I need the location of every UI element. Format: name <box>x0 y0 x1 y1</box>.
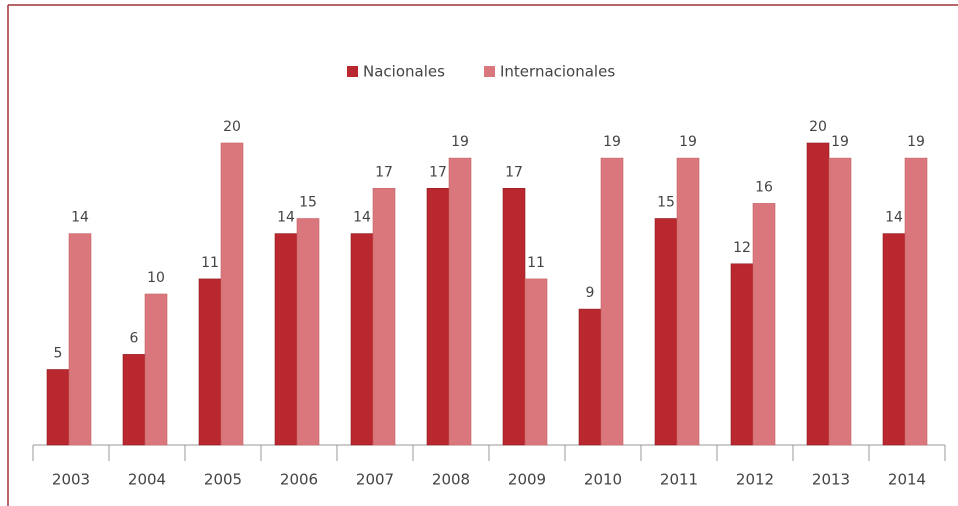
bar <box>882 233 906 446</box>
bar <box>578 308 602 446</box>
data-label: 17 <box>429 164 447 180</box>
x-tick-label: 2008 <box>432 471 470 489</box>
x-tick-label: 2012 <box>736 471 774 489</box>
bar <box>448 157 472 446</box>
bar <box>426 188 450 446</box>
bar <box>122 354 146 446</box>
bar <box>220 142 244 446</box>
x-tick-label: 2014 <box>888 471 926 489</box>
bar <box>502 188 526 446</box>
bar <box>198 278 222 446</box>
data-label: 5 <box>54 346 63 362</box>
x-tick-label: 2004 <box>128 471 166 489</box>
bar <box>828 157 852 446</box>
data-label: 19 <box>679 134 697 150</box>
data-label: 17 <box>375 164 393 180</box>
x-tick-label: 2007 <box>356 471 394 489</box>
data-label: 16 <box>755 179 773 195</box>
bar <box>46 369 70 446</box>
bar <box>274 233 298 446</box>
bar <box>806 142 830 446</box>
x-tick-label: 2011 <box>660 471 698 489</box>
data-label: 14 <box>71 210 89 226</box>
bar <box>372 188 396 446</box>
data-label: 19 <box>451 134 469 150</box>
data-label: 20 <box>809 119 827 135</box>
data-label: 12 <box>733 240 751 256</box>
x-tick-label: 2010 <box>584 471 622 489</box>
data-label: 14 <box>885 210 903 226</box>
x-tick-label: 2003 <box>52 471 90 489</box>
bar <box>350 233 374 446</box>
x-tick-label: 2013 <box>812 471 850 489</box>
data-label: 9 <box>586 285 595 301</box>
bar <box>144 293 168 446</box>
data-label: 17 <box>505 164 523 180</box>
data-label: 19 <box>831 134 849 150</box>
bar <box>68 233 92 446</box>
data-label: 11 <box>527 255 545 271</box>
data-label: 19 <box>603 134 621 150</box>
bar <box>296 218 320 446</box>
data-label: 15 <box>657 195 675 211</box>
bar <box>676 157 700 446</box>
bar <box>654 218 678 446</box>
bar <box>730 263 754 446</box>
bar <box>904 157 928 446</box>
data-label: 14 <box>353 210 371 226</box>
data-label: 10 <box>147 270 165 286</box>
data-label: 20 <box>223 119 241 135</box>
bar <box>600 157 624 446</box>
bar <box>752 203 776 446</box>
legend-swatch <box>484 66 495 77</box>
x-tick-label: 2005 <box>204 471 242 489</box>
data-label: 14 <box>277 210 295 226</box>
legend-label: Internacionales <box>500 63 615 81</box>
x-tick-label: 2006 <box>280 471 318 489</box>
bar <box>524 278 548 446</box>
data-label: 11 <box>201 255 219 271</box>
data-label: 6 <box>130 330 139 346</box>
data-label: 19 <box>907 134 925 150</box>
legend-swatch <box>347 66 358 77</box>
x-tick-label: 2009 <box>508 471 546 489</box>
legend-label: Nacionales <box>363 63 445 81</box>
data-label: 15 <box>299 195 317 211</box>
